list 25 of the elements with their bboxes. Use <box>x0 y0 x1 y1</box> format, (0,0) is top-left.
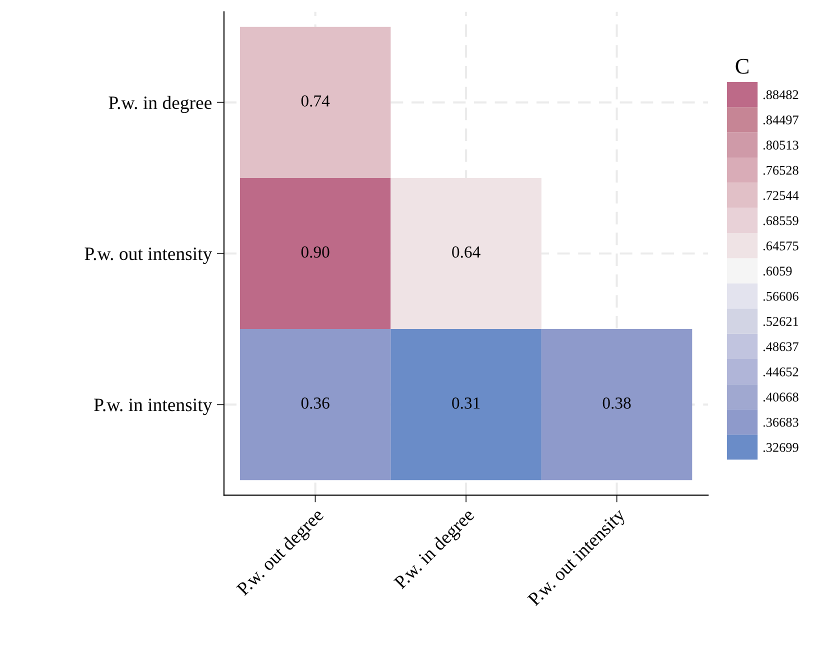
data-label: 0.38 <box>602 397 631 409</box>
color-bar-label: .40668 <box>763 392 798 402</box>
color-bar-label: .68559 <box>763 216 798 226</box>
color-bar-label: .80513 <box>763 140 798 150</box>
color-bar-title: C <box>736 58 748 74</box>
color-bar-label: .76528 <box>763 166 798 175</box>
color-bar-label: .84497 <box>763 115 798 124</box>
data-label: 0.64 <box>452 246 480 258</box>
color-bar-label: .36683 <box>763 418 798 427</box>
color-bar-label: .52621 <box>763 317 798 326</box>
y-tick-label: P.w. in intensity <box>94 398 212 416</box>
color-bar-label: .48637 <box>763 342 798 352</box>
color-bar-label: .88482 <box>763 90 798 100</box>
color-bar-label: .32699 <box>763 443 798 452</box>
y-tick-label: P.w. out intensity <box>84 248 212 264</box>
color-bar-label: .6059 <box>763 266 792 276</box>
y-tick-label: P.w. in degree <box>108 96 212 113</box>
color-bar-label: .64575 <box>763 241 798 250</box>
color-bar-label: .56606 <box>763 292 798 301</box>
color-bar-label: .44652 <box>763 367 798 376</box>
data-label: 0.90 <box>301 246 330 258</box>
data-label: 0.74 <box>301 95 330 107</box>
data-label: 0.31 <box>452 397 480 409</box>
color-bar-label: .72544 <box>763 191 799 200</box>
data-label: 0.36 <box>301 397 330 409</box>
